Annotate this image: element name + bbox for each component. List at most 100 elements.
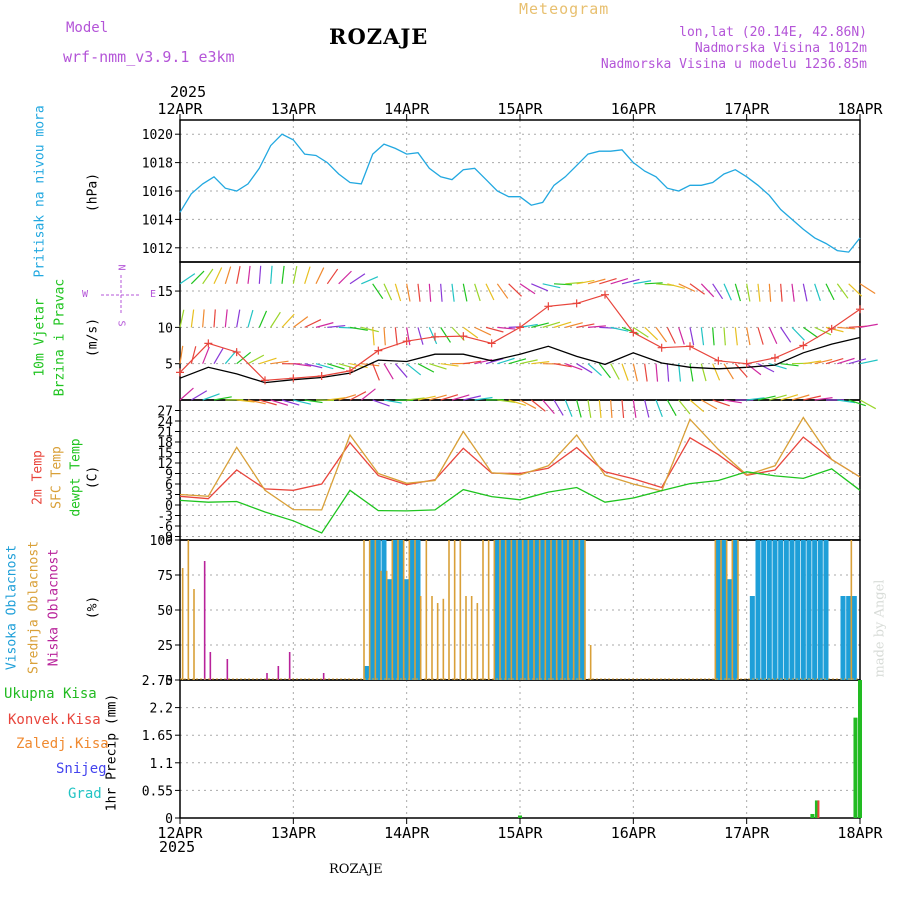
- wind-arrow: [701, 399, 718, 410]
- wind-arrow: [304, 319, 322, 328]
- wind-arrow: [565, 363, 583, 371]
- gust-marker: [771, 353, 779, 362]
- wind-arrow: [440, 283, 443, 302]
- wind-arrow: [462, 326, 479, 339]
- cloud-bar-high: [800, 540, 806, 680]
- x-tick-label-top: 15APR: [497, 100, 543, 118]
- wind-arrow: [689, 283, 705, 295]
- wind-arrow: [655, 363, 659, 382]
- wind-arrow: [292, 316, 309, 328]
- cloud-bar-high: [574, 540, 580, 680]
- wind-arrow: [757, 395, 776, 401]
- wind-arrow: [712, 283, 724, 300]
- wind-arrow: [474, 396, 493, 401]
- wind-arrow: [406, 327, 411, 346]
- wind-arrow: [179, 273, 196, 285]
- x-tick-label-top: 13APR: [271, 100, 317, 118]
- gust-marker: [742, 359, 751, 368]
- wind-arrow: [293, 363, 312, 367]
- cloud-bar-high: [795, 540, 801, 680]
- wind-arrow: [236, 266, 241, 284]
- cloud-bar-high: [404, 579, 410, 680]
- x-tick-label-bottom: 18APR: [837, 824, 883, 842]
- model-name: wrf-nmm_v3.9.1 e3km: [63, 48, 235, 66]
- wind-arrow: [508, 283, 522, 297]
- wind-arrow: [791, 283, 795, 302]
- cloud-bar-high: [415, 540, 421, 680]
- gust-marker: [261, 376, 269, 385]
- cloud-bar-high: [846, 596, 852, 680]
- wind-gust-line: [179, 294, 861, 382]
- wind-arrow: [746, 363, 762, 376]
- cloud-bar-high: [381, 540, 387, 680]
- wind-arrow: [451, 394, 470, 401]
- wind-arrow: [576, 399, 582, 418]
- y-tick-label: 1020: [142, 128, 173, 143]
- wind-arrow: [723, 283, 732, 301]
- wind-arrow: [383, 327, 386, 346]
- wind-arrow: [531, 361, 550, 365]
- model-label: Model: [66, 20, 109, 36]
- wind-arrow: [474, 283, 481, 302]
- wind-arrow: [553, 321, 572, 328]
- product-title: Meteogram: [519, 0, 610, 18]
- cloud-bar-high: [540, 540, 546, 680]
- wind-arrow: [848, 399, 866, 407]
- wind-arrow: [292, 266, 298, 284]
- wind-arrow: [440, 363, 459, 367]
- wind-arrow: [678, 327, 685, 345]
- wind-arrow: [349, 391, 367, 401]
- wind-arrow: [564, 399, 573, 417]
- wind-arrow: [633, 280, 652, 285]
- wind-arrow: [814, 397, 833, 401]
- wind-arrow: [417, 363, 435, 373]
- y-tick-label: -9: [157, 531, 173, 546]
- wind-arrow: [723, 363, 734, 380]
- wind-arrow: [599, 277, 617, 285]
- wind-arrow: [542, 399, 555, 415]
- y-tick-label: 2.75: [142, 674, 173, 689]
- compass-w: W: [82, 289, 89, 300]
- wind-arrow: [542, 283, 561, 289]
- temp-line-2: [179, 416, 861, 511]
- wind-arrow: [224, 266, 232, 284]
- wind-arrow: [247, 399, 266, 405]
- wind-arrow: [394, 283, 402, 302]
- wind-arrow: [315, 363, 334, 370]
- wind-arrow: [565, 322, 583, 328]
- cloud-bar-high: [783, 540, 789, 680]
- wind-arrow: [372, 283, 384, 300]
- wind-arrow: [689, 327, 695, 346]
- gust-marker: [402, 337, 411, 346]
- wind-arrow: [247, 354, 265, 365]
- year-bottom: 2025: [159, 838, 196, 856]
- wind-arrow: [236, 309, 241, 328]
- wind-arrow: [553, 283, 573, 286]
- cloud-bar-high: [557, 540, 563, 680]
- gust-marker: [629, 328, 638, 337]
- wind-arrow: [372, 363, 380, 381]
- wind-arrow: [315, 267, 325, 285]
- wind-arrow: [485, 283, 495, 301]
- wind-arrow: [417, 283, 421, 302]
- gust-marker: [856, 305, 864, 314]
- cloud-bar-high: [562, 540, 568, 680]
- wind-arrow: [417, 395, 436, 401]
- wind-arrow: [587, 363, 602, 377]
- wind-arrow: [746, 397, 765, 401]
- wind-arrow: [293, 399, 311, 405]
- wind-arrow: [768, 327, 778, 344]
- wind-arrow: [361, 363, 380, 367]
- gust-marker: [346, 366, 354, 375]
- wind-arrow: [327, 324, 346, 328]
- legend-convective-rain: Konvek.Kisa: [8, 712, 101, 728]
- wind-arrow: [236, 399, 255, 403]
- wind-arrow: [361, 276, 379, 285]
- cloud-bar-high: [409, 540, 415, 680]
- cloud-bar-high: [749, 596, 755, 680]
- y-tick-label: -6: [157, 520, 173, 535]
- wind-arrow: [383, 283, 393, 301]
- wind-arrow: [712, 399, 730, 407]
- wind-arrow: [723, 399, 742, 404]
